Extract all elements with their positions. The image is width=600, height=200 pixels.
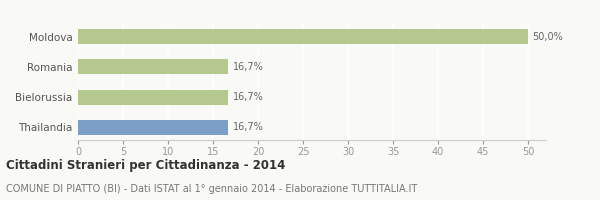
Text: Cittadini Stranieri per Cittadinanza - 2014: Cittadini Stranieri per Cittadinanza - 2… bbox=[6, 159, 286, 172]
Text: 16,7%: 16,7% bbox=[233, 122, 263, 132]
Text: 16,7%: 16,7% bbox=[233, 92, 263, 102]
Text: COMUNE DI PIATTO (BI) - Dati ISTAT al 1° gennaio 2014 - Elaborazione TUTTITALIA.: COMUNE DI PIATTO (BI) - Dati ISTAT al 1°… bbox=[6, 184, 417, 194]
Bar bbox=[78, 29, 528, 44]
Bar bbox=[78, 90, 228, 105]
Bar bbox=[78, 59, 228, 74]
Text: 50,0%: 50,0% bbox=[533, 32, 563, 42]
Text: 16,7%: 16,7% bbox=[233, 62, 263, 72]
Bar bbox=[78, 120, 228, 135]
